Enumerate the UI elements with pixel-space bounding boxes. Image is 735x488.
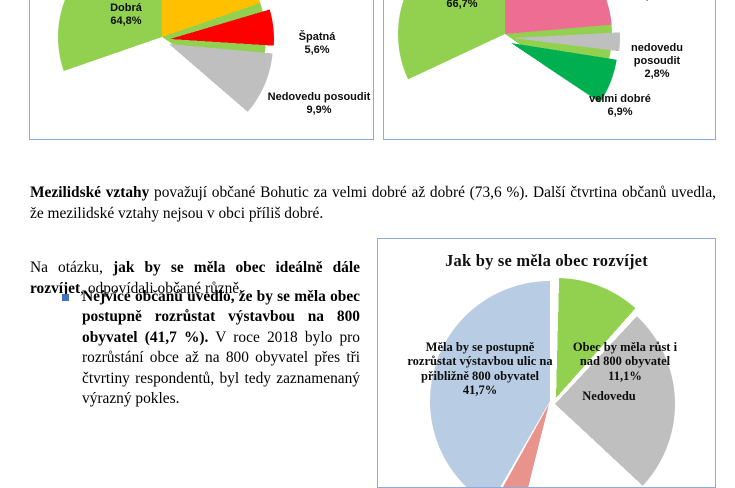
paragraph-relations-lead: Mezilidské vztahy — [30, 184, 150, 202]
pie-label-spatna-value: 5,6% — [304, 43, 330, 56]
pie-label-nad-800: Obec by měla růst i nad 800 obyvatel 11,… — [568, 340, 682, 383]
pie-slice-velmi-dobre — [404, 0, 618, 139]
pie-label-dobra-text: Dobrá — [110, 2, 142, 14]
chart-development-title: Jak by se měla obec rozvíjet — [445, 251, 648, 270]
pie-satisfaction — [58, 0, 286, 139]
pie-label-docela-dobre-value: 66,7% — [446, 0, 478, 10]
pie-label-nejsou-prilis-dobre-value: 23,6% — [633, 0, 664, 2]
bullet-text: Nejvíce občanů uvedlo, že by se měla obe… — [82, 287, 360, 410]
chart-relations-frame: docela dobré 66,7% 23,6% nedovedu posoud… — [383, 0, 716, 140]
pie-label-nedovedu-posoudit-text: nedovedu posoudit — [631, 42, 683, 67]
paragraph-question-post: , odpovídali občané různě. — [80, 279, 243, 297]
paragraph-question: Na otázku, jak by se měla obec ideálně d… — [30, 258, 360, 299]
pie-label-nedovedu-posoudit: Nedovedu — [564, 389, 654, 403]
pie-label-nedovedu-posoudit-text: Nedovedu posoudit — [267, 91, 371, 103]
pie-label-nad-800-text: Obec by měla růst i nad 800 obyvatel — [572, 340, 678, 369]
pie-label-dobra-value: 64,8% — [110, 14, 142, 27]
pie-label-velmi-dobre-text: velmi dobré — [589, 93, 651, 105]
bullet-list-item: Nejvíce občanů uvedlo, že by se měla obe… — [30, 287, 360, 410]
pie-label-velmi-dobre: velmi dobré 6,9% — [573, 93, 667, 119]
pie-label-spatna: Špatná 5,6% — [284, 31, 350, 57]
pie-label-nad-800-value: 11,1% — [608, 368, 642, 383]
pie-label-nedovedu-posoudit-value: 2,8% — [644, 67, 670, 80]
pie-label-nedovedu-posoudit: nedovedu posoudit 2,8% — [620, 42, 694, 81]
paragraph-relations: Mezilidské vztahy považují občané Bohuti… — [30, 183, 716, 224]
bullet-text-bold: Nejvíce občanů uvedlo, že by se měla obe… — [82, 288, 360, 346]
pie-label-rozrustat-800: Měla by se postupně rozrůstat výstavbou … — [404, 340, 556, 398]
square-bullet-icon — [62, 294, 69, 301]
pie-label-nejsou-prilis-dobre: 23,6% — [624, 0, 674, 3]
pie-label-docela-dobre: docela dobré 66,7% — [412, 0, 512, 11]
paragraph-relations-rest: považují občané Bohutic za velmi dobré a… — [30, 184, 717, 222]
pie-label-nedovedu-posoudit-text: Nedovedu — [582, 389, 636, 403]
pie-label-spatna-text: Špatná — [298, 31, 336, 43]
pie-label-rozrustat-800-text: Měla by se postupně rozrůstat výstavbou … — [407, 340, 553, 383]
chart-development-frame: Jak by se měla obec rozvíjet Měla by se … — [377, 238, 716, 488]
pie-slice-nedovedu-posoudit — [65, 0, 273, 139]
pie-label-rozrustat-800-value: 41,7% — [462, 383, 498, 398]
pie-label-dobra: Dobrá 64,8% — [89, 2, 163, 28]
paragraph-question-pre: Na otázku, — [30, 259, 114, 277]
pie-label-nedovedu-posoudit-value: 9,9% — [306, 103, 332, 116]
chart-satisfaction-frame: Dobrá 64,8% Špatná 5,6% Nedovedu posoudi… — [29, 0, 374, 140]
pie-relations — [398, 0, 638, 139]
paragraph-question-bold: jak by se měla obec ideálně dále rozvíje… — [30, 259, 360, 297]
pie-label-velmi-dobre-value: 6,9% — [607, 105, 633, 118]
pie-label-nedovedu-posoudit: Nedovedu posoudit 9,9% — [264, 91, 373, 117]
bullet-text-rest: V roce 2018 bylo pro rozrůstání obce až … — [82, 328, 360, 408]
